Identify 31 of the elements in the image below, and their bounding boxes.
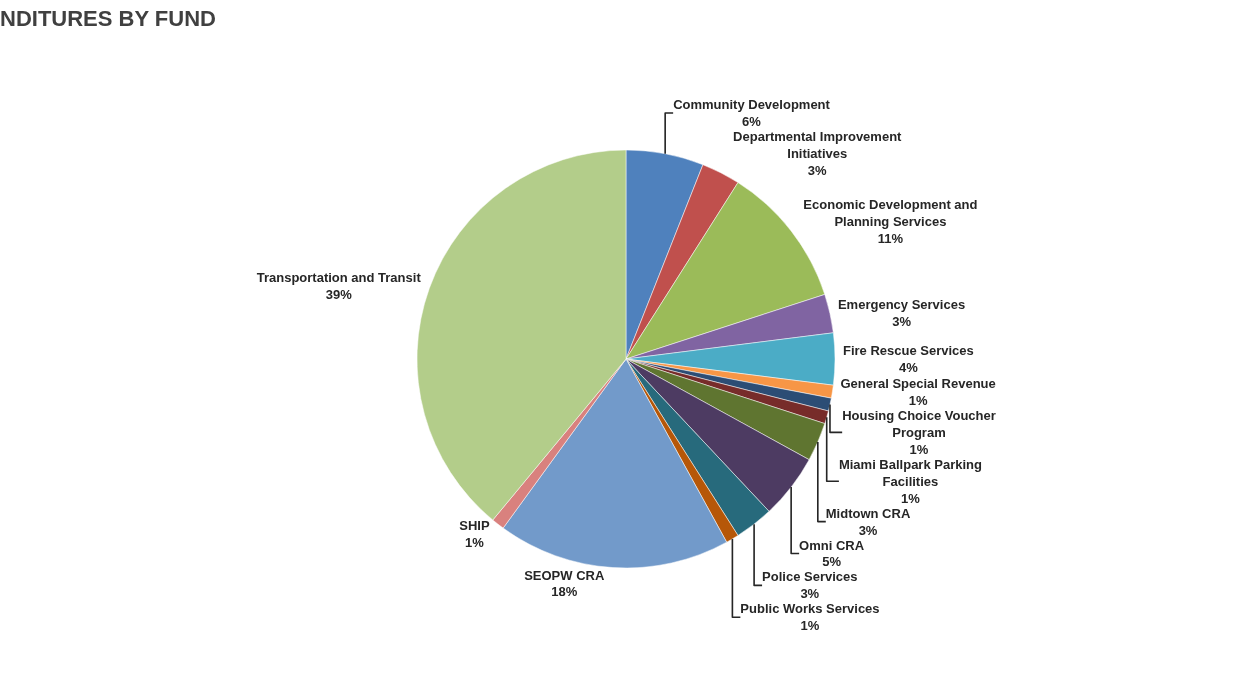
slice-label: Housing Choice Voucher Program <box>842 408 996 440</box>
slice-label: Transportation and Transit <box>256 270 422 286</box>
slice-label: Police Services <box>762 569 858 585</box>
slice-label: SHIP <box>459 518 490 534</box>
data-label: 1% <box>909 441 929 457</box>
slice-label: General Special Revenue <box>840 376 996 392</box>
data-label: 6% <box>742 114 762 130</box>
slice-label: Miami Ballpark Parking Facilities <box>838 456 983 489</box>
data-label: 39% <box>325 287 353 303</box>
slice-label: Community Development <box>673 97 831 113</box>
data-label: 1% <box>901 490 921 506</box>
data-label: 3% <box>807 162 828 178</box>
slice-label: Economic Development and Planning Services <box>803 197 978 230</box>
data-label: 11% <box>877 231 904 247</box>
data-label: 18% <box>551 584 578 600</box>
data-label: 4% <box>898 359 919 375</box>
data-label: 1% <box>800 618 820 634</box>
slice-label: Departmental Improvement Initiatives <box>733 129 903 161</box>
slice-label: Omni CRA <box>799 537 865 553</box>
data-label: 1% <box>908 393 928 409</box>
slice-label: SEOPW CRA <box>524 567 605 583</box>
data-label: 1% <box>465 535 485 551</box>
data-label: 3% <box>892 313 912 329</box>
chart-title: NDITURES BY FUND <box>0 5 216 31</box>
data-label: 3% <box>800 586 820 602</box>
slice-label: Emergency Services <box>837 296 966 312</box>
data-label: 3% <box>858 522 878 538</box>
data-label: 5% <box>822 554 842 570</box>
slice-label: Midtown CRA <box>825 505 911 521</box>
slice-label: Fire Rescue Services <box>842 343 974 359</box>
slice-label: Public Works Services <box>740 601 880 617</box>
